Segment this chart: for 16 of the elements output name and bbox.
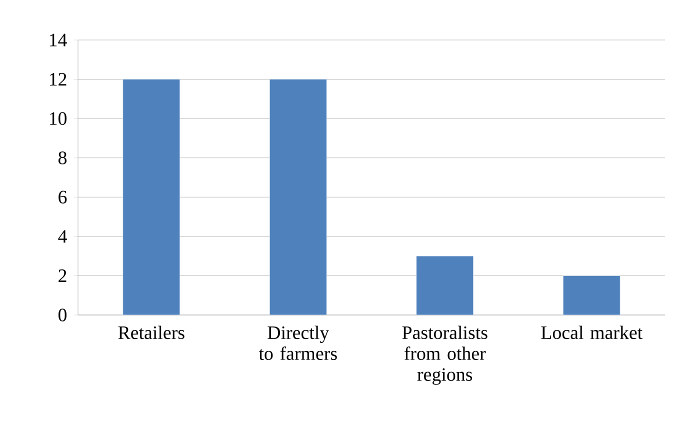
y-tick-label: 6: [58, 190, 67, 204]
x-tick-label: Pastoralists from other regions: [402, 326, 488, 385]
bar: [269, 79, 327, 315]
y-tick-label: 2: [58, 269, 66, 282]
x-tick-label: Directly to farmers: [258, 326, 337, 360]
y-tick-label: 14: [50, 34, 67, 46]
bar: [122, 79, 180, 315]
bar: [562, 276, 620, 315]
y-tick-label: 12: [50, 73, 66, 86]
bar: [416, 256, 474, 315]
y-tick-label: 4: [58, 230, 67, 243]
x-tick-label: Local market: [541, 326, 642, 340]
y-tick-label: 8: [58, 151, 67, 164]
y-tick-label: 0: [58, 308, 67, 322]
y-tick-label: 10: [50, 112, 67, 125]
x-tick-label: Retailers: [118, 326, 184, 340]
